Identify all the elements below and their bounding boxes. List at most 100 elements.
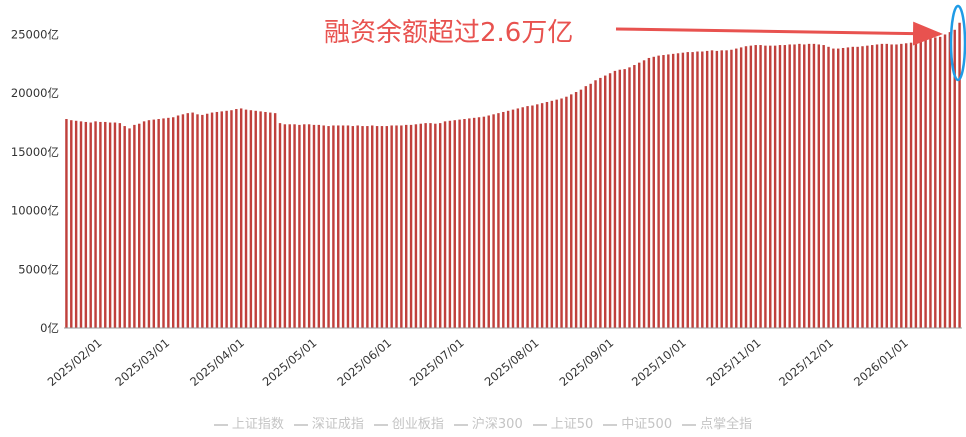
bar (472, 117, 476, 328)
bar (885, 43, 888, 329)
bar (579, 89, 583, 328)
bar (249, 110, 253, 329)
bar (807, 43, 811, 329)
bar (895, 44, 898, 329)
bar (511, 109, 515, 329)
legend-item[interactable]: 点掌全指 (682, 413, 752, 432)
y-tick-label: 0亿 (40, 321, 59, 335)
bar (303, 124, 306, 328)
bar (74, 120, 78, 328)
bar (317, 124, 321, 328)
bar (900, 43, 903, 329)
bar (196, 114, 199, 328)
bar (764, 45, 767, 328)
bar (502, 111, 505, 328)
legend-item[interactable]: 中证500 (603, 413, 672, 432)
bar (730, 49, 733, 329)
y-tick-label: 20000亿 (11, 86, 59, 100)
bar (540, 103, 544, 328)
highlight-ellipse (949, 4, 966, 82)
bar (890, 44, 893, 329)
bar (827, 46, 830, 329)
bar (642, 60, 646, 329)
bar (773, 45, 777, 328)
bar (327, 126, 330, 328)
bar (346, 125, 350, 328)
x-tick-label: 2025/04/01 (187, 336, 247, 389)
bar (604, 75, 607, 328)
bar (400, 125, 403, 328)
bar (914, 40, 918, 328)
x-tick-label: 2025/10/01 (629, 336, 689, 389)
y-tick-label: 15000亿 (11, 145, 59, 159)
bar (909, 42, 913, 328)
bar (264, 111, 267, 328)
bar (157, 119, 160, 328)
bar (138, 123, 141, 329)
bar (919, 39, 922, 329)
legend-item[interactable]: 创业板指 (373, 413, 444, 432)
bar (613, 70, 617, 328)
legend-item[interactable]: 沪深300 (453, 413, 523, 432)
legend-line-icon (373, 423, 388, 426)
bar (94, 121, 97, 328)
margin-balance-bar-chart: 0亿 5000亿 10000亿 15000亿 20000亿 25000亿 2025/02/… (11, 4, 966, 389)
bar (273, 113, 277, 328)
bar (220, 111, 223, 328)
bar (851, 46, 854, 329)
bar (371, 125, 374, 328)
bar (70, 120, 73, 328)
bar (380, 126, 384, 328)
bar (283, 124, 287, 328)
bar (749, 45, 753, 328)
legend-line-icon (532, 423, 547, 426)
bar (172, 117, 175, 328)
bar (167, 117, 170, 328)
bar (555, 99, 558, 328)
bar (715, 50, 719, 329)
legend-item[interactable]: 深证成指 (293, 413, 364, 432)
bar (866, 45, 869, 328)
bar-series (65, 22, 961, 329)
bar (565, 96, 568, 329)
bar (822, 45, 825, 329)
x-tick-label: 2025/12/01 (776, 336, 836, 389)
x-tick-label: 2025/05/01 (260, 336, 320, 389)
x-tick-label: 2025/07/01 (407, 336, 467, 389)
bar (589, 83, 592, 328)
bar (788, 44, 791, 329)
bar (409, 124, 413, 328)
bar (594, 80, 597, 329)
bar (667, 54, 670, 328)
bar (846, 47, 850, 329)
bar (356, 125, 359, 328)
bar (948, 32, 952, 328)
bar (99, 121, 102, 328)
bar (536, 104, 539, 328)
bar (128, 128, 131, 328)
bar (332, 125, 335, 328)
legend-label: 创业板指 (391, 417, 444, 432)
bar (89, 122, 92, 328)
bar (429, 123, 432, 329)
annotation-arrow (615, 21, 943, 46)
bar (725, 50, 728, 328)
bar (147, 120, 151, 328)
bar (691, 52, 694, 329)
legend: 上证指数 深证成指 创业板指 沪深300 上证50 中证500 点掌全指 (0, 413, 966, 432)
bar (312, 124, 316, 328)
legend-item[interactable]: 上证指数 (213, 413, 284, 432)
legend-label: 上证指数 (231, 417, 284, 432)
bar (550, 100, 554, 328)
bar (419, 123, 422, 329)
bar (803, 44, 806, 329)
bar (647, 57, 651, 329)
bar (118, 123, 122, 329)
bar (521, 107, 524, 329)
legend-item[interactable]: 上证50 (532, 413, 593, 432)
bar (545, 101, 549, 329)
bar (366, 126, 369, 328)
bar (244, 109, 248, 329)
legend-label: 中证500 (621, 417, 673, 432)
